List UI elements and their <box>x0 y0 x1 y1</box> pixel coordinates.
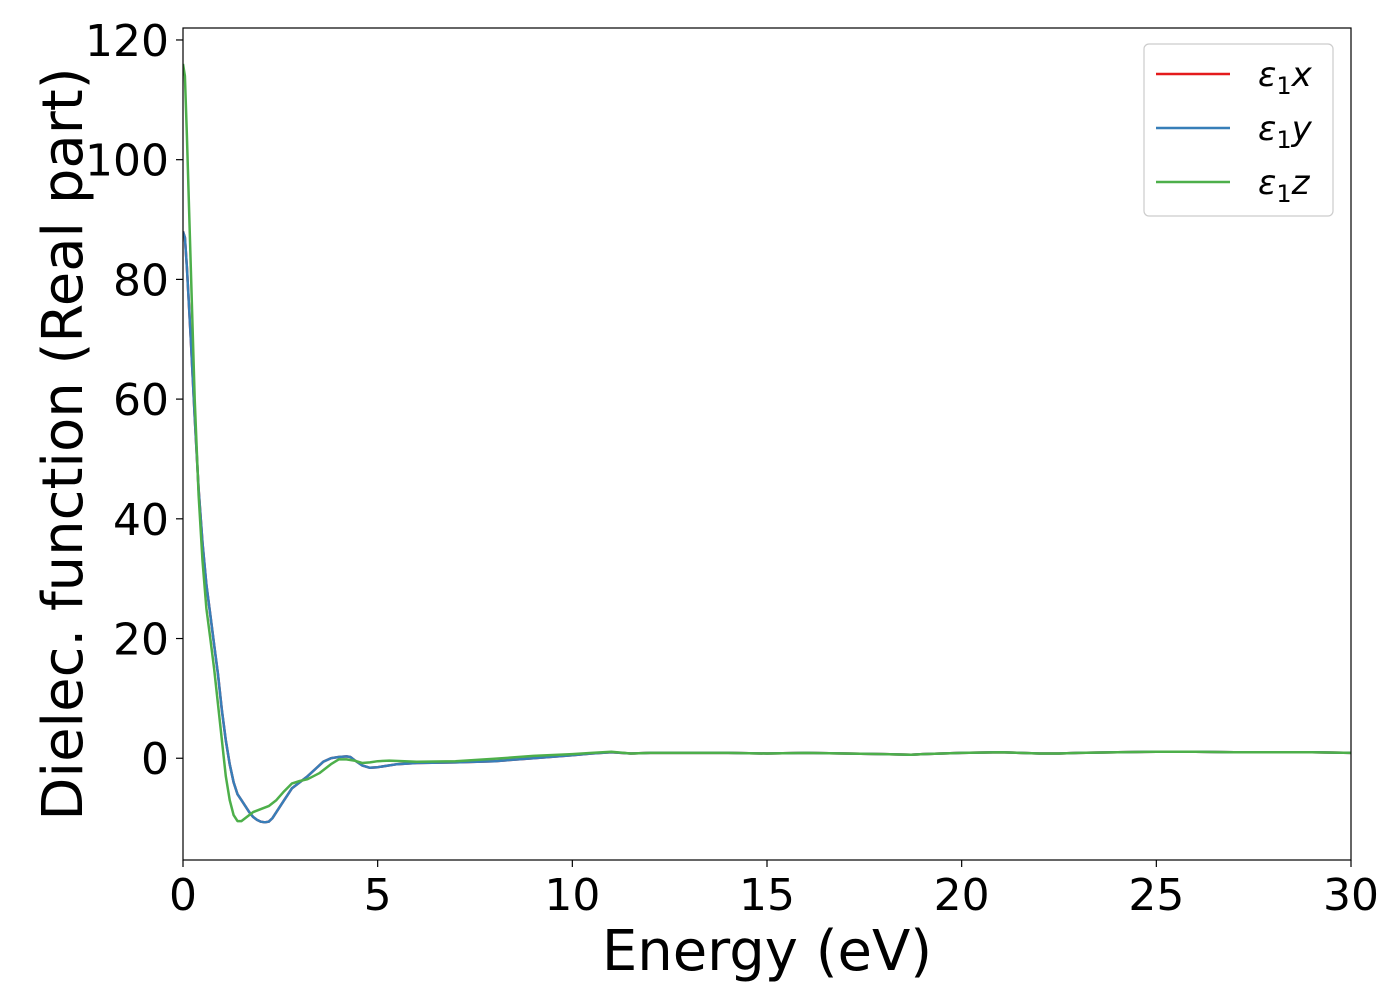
legend: ε1x ε1y ε1z <box>1143 43 1334 217</box>
y-tick-label: 120 <box>85 16 169 67</box>
x-tick-label: 20 <box>934 870 990 921</box>
y-tick-label: 100 <box>85 136 169 187</box>
y-tick-label: 40 <box>113 495 169 546</box>
y-tick-label: 0 <box>141 734 169 785</box>
x-tick-label: 30 <box>1323 870 1379 921</box>
x-axis-ticks: 0 5 10 15 20 25 30 <box>169 860 1379 921</box>
series-layer <box>183 63 1351 824</box>
y-axis-title: Dielec. function (Real part) <box>31 67 96 820</box>
x-tick-label: 5 <box>364 870 392 921</box>
y-tick-label: 60 <box>113 375 169 426</box>
series-line-x <box>183 231 1351 824</box>
series-line-y <box>183 231 1351 824</box>
legend-label: ε1x <box>1258 55 1313 100</box>
legend-label: ε1y <box>1258 109 1313 154</box>
x-tick-label: 15 <box>739 870 795 921</box>
y-tick-label: 80 <box>113 255 169 306</box>
series-line-z <box>183 63 1351 823</box>
y-axis-ticks: 0 20 40 60 80 100 120 <box>85 16 183 785</box>
x-tick-label: 25 <box>1128 870 1184 921</box>
x-tick-label: 10 <box>544 870 600 921</box>
legend-label: ε1z <box>1258 163 1311 208</box>
x-tick-label: 0 <box>169 870 197 921</box>
legend-box <box>1143 43 1334 217</box>
x-axis-title: Energy (eV) <box>602 919 932 984</box>
y-tick-label: 20 <box>113 615 169 666</box>
